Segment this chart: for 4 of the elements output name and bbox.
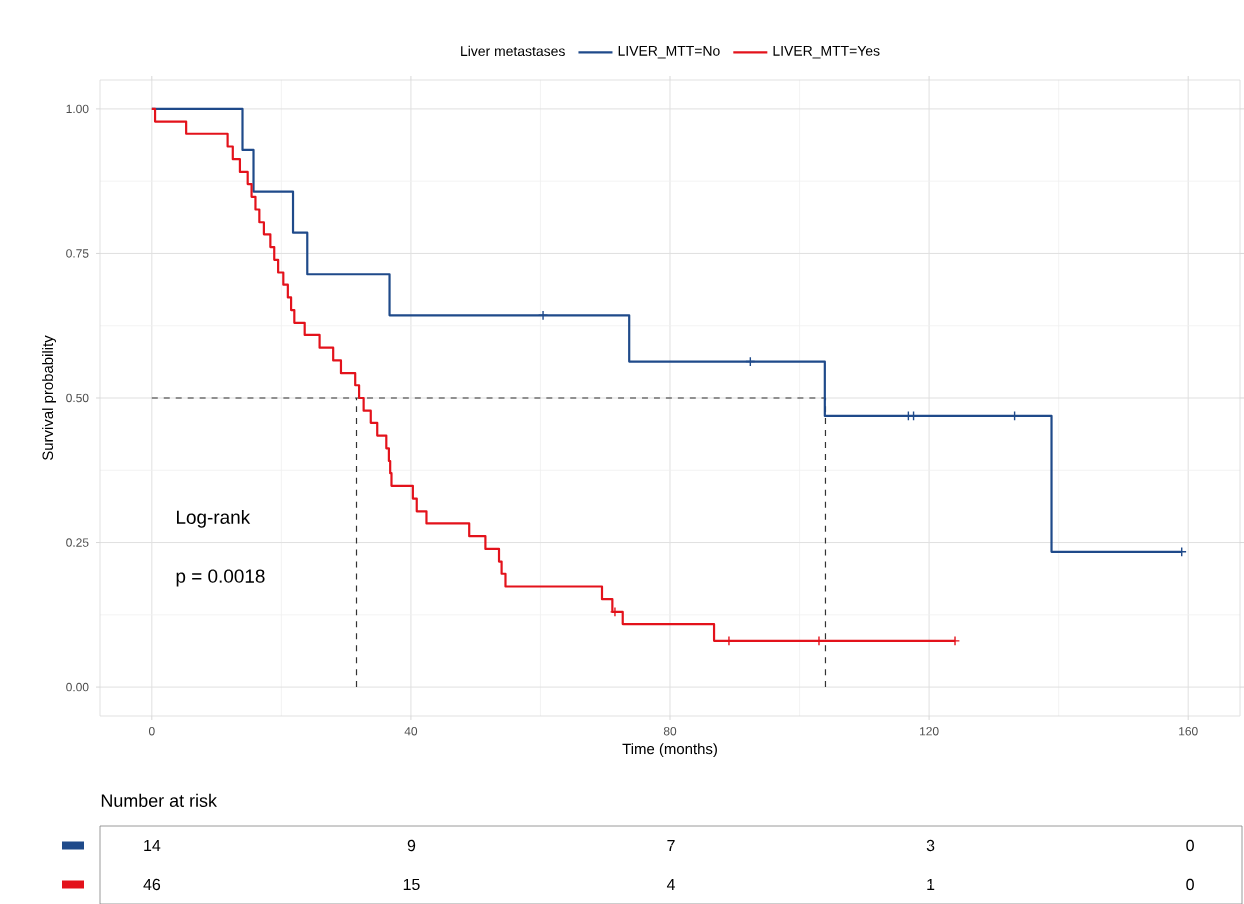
chart-title: Number at risk — [101, 793, 217, 808]
annotation: p = 0.0018 — [176, 569, 265, 587]
point — [537, 310, 549, 321]
annotation: Log-rank — [177, 510, 251, 528]
